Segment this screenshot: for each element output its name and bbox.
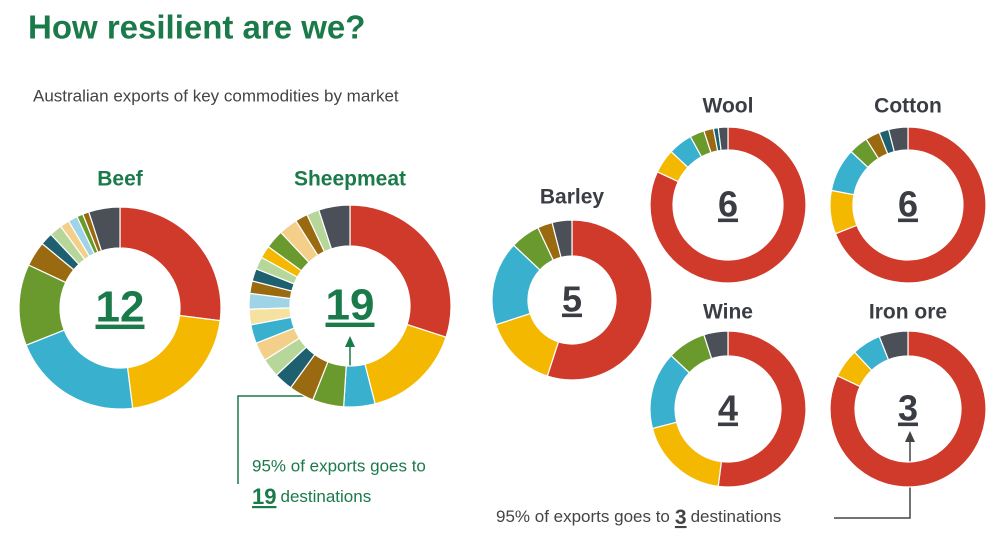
chart-title: Wool xyxy=(703,95,754,118)
donut-segment xyxy=(717,126,729,152)
center-number: 5 xyxy=(562,279,582,320)
donut-segment xyxy=(551,219,573,259)
slide-title: How resilient are we? xyxy=(28,9,365,46)
donut-segment xyxy=(318,204,351,250)
donut-segment xyxy=(649,126,807,284)
annotation: 19 destinations xyxy=(252,484,371,509)
donut-segment xyxy=(834,126,987,284)
annotation-text: 95% of exports goes to xyxy=(496,507,670,526)
subtitle: Australian exports of key commodities by… xyxy=(33,86,399,105)
annotation-number: 19 xyxy=(252,484,276,509)
donut-segment xyxy=(887,126,909,153)
chart-title: Beef xyxy=(97,168,144,191)
donut-segment xyxy=(546,219,653,381)
chart-title: Sheepmeat xyxy=(294,168,406,191)
donut-segment xyxy=(703,330,729,360)
donut-segment xyxy=(717,330,807,488)
annotation-suffix: destinations xyxy=(691,507,782,526)
chart-title: Barley xyxy=(540,186,605,209)
center-number: 3 xyxy=(898,388,918,429)
donut-segment xyxy=(119,206,222,322)
annotation-text: 95% of exports goes to xyxy=(252,456,426,475)
donut-segment xyxy=(829,189,858,235)
center-number: 4 xyxy=(718,388,738,429)
donut-segment xyxy=(829,330,987,488)
chart-title: Iron ore xyxy=(869,301,947,324)
center-number: 6 xyxy=(898,184,918,225)
donut-segment xyxy=(349,204,452,338)
annotation: 95% of exports goes to 3 destinations xyxy=(496,506,781,529)
donut-segment xyxy=(878,330,909,361)
chart-title: Wine xyxy=(703,301,753,324)
annotation-suffix: destinations xyxy=(280,487,371,506)
arrow-head xyxy=(905,431,915,442)
annotation-number: 3 xyxy=(675,506,687,529)
chart-title: Cotton xyxy=(874,95,942,118)
center-number: 12 xyxy=(96,283,145,332)
center-number: 6 xyxy=(718,184,738,225)
donut-segment xyxy=(88,206,121,252)
arrow-head xyxy=(345,336,355,347)
center-number: 19 xyxy=(326,281,375,330)
